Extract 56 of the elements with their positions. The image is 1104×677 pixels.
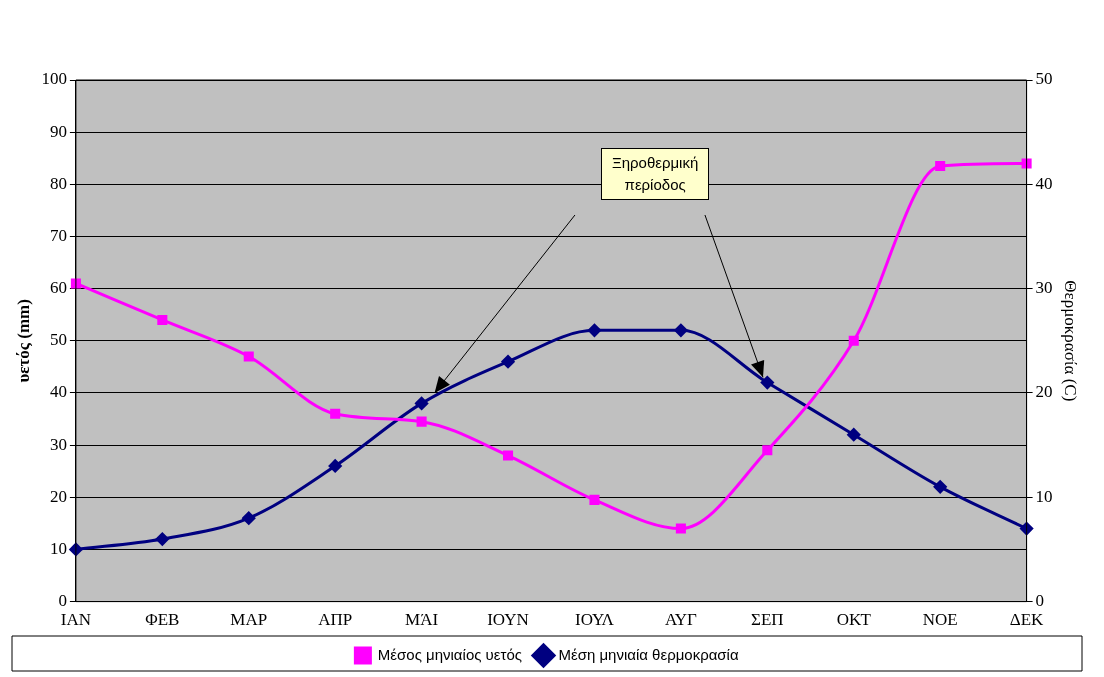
x-tick-label: ΙΟΥΛ bbox=[575, 610, 615, 630]
point bbox=[242, 511, 256, 525]
y2-tick-label: 30 bbox=[1035, 278, 1053, 298]
y2-tick-label: 40 bbox=[1035, 173, 1053, 193]
y-axis-title: υετός (mm) bbox=[13, 299, 33, 383]
y2-tick-label: 50 bbox=[1035, 69, 1053, 89]
point bbox=[157, 314, 168, 325]
x-tick-label: ΝΟΕ bbox=[922, 610, 958, 630]
point bbox=[1020, 522, 1034, 536]
point bbox=[847, 428, 861, 442]
y2-axis-title: Θερμοκρασία (C) bbox=[1061, 280, 1081, 402]
point bbox=[674, 323, 688, 337]
point bbox=[503, 450, 514, 461]
point bbox=[762, 445, 773, 456]
x-tick-label: ΑΥΓ bbox=[664, 610, 697, 630]
point bbox=[328, 459, 342, 473]
y-tick-label: 0 bbox=[58, 591, 67, 611]
y-tick-label: 100 bbox=[41, 69, 67, 89]
y-tick-label: 40 bbox=[49, 382, 67, 402]
point bbox=[848, 335, 859, 346]
y-tick-label: 90 bbox=[49, 121, 67, 141]
x-tick-label: ΜΑΡ bbox=[230, 610, 268, 630]
annotation: Ξηροθερμική περίοδος bbox=[600, 147, 710, 200]
x-tick-label: ΔΕΚ bbox=[1009, 610, 1045, 630]
x-tick-label: ΙΟΥΝ bbox=[487, 610, 529, 630]
point bbox=[1021, 158, 1032, 169]
legend-label: Μέση μηνιαία θερμοκρασία bbox=[558, 645, 739, 663]
point bbox=[415, 396, 429, 410]
point bbox=[243, 351, 254, 362]
y2-tick-label: 10 bbox=[1035, 486, 1053, 506]
y-tick-label: 60 bbox=[49, 278, 67, 298]
y-tick-label: 30 bbox=[49, 434, 67, 454]
point bbox=[760, 376, 774, 390]
point bbox=[675, 523, 686, 534]
point bbox=[155, 532, 169, 546]
x-tick-label: ΟΚΤ bbox=[836, 610, 872, 630]
y-tick-label: 80 bbox=[49, 173, 67, 193]
y-tick-label: 70 bbox=[49, 225, 67, 245]
y-tick-label: 10 bbox=[49, 538, 67, 558]
x-tick-label: ΦΕΒ bbox=[145, 610, 180, 630]
point bbox=[416, 416, 427, 427]
y2-tick-label: 20 bbox=[1035, 382, 1053, 402]
x-tick-label: ΜΆΙ bbox=[405, 610, 439, 630]
x-tick-label: ΣΕΠ bbox=[751, 610, 784, 630]
legend-label: Μέσος μηνιαίος υετός bbox=[377, 645, 523, 663]
x-tick-label: ΑΠΡ bbox=[318, 610, 353, 630]
point bbox=[589, 494, 600, 505]
point bbox=[330, 408, 341, 419]
point bbox=[933, 480, 947, 494]
point bbox=[587, 323, 601, 337]
x-tick-label: ΙΑΝ bbox=[60, 610, 92, 630]
point bbox=[935, 161, 946, 172]
point bbox=[501, 355, 515, 369]
y-tick-label: 50 bbox=[49, 330, 67, 350]
y2-tick-label: 0 bbox=[1035, 591, 1045, 611]
y-tick-label: 20 bbox=[49, 486, 67, 506]
